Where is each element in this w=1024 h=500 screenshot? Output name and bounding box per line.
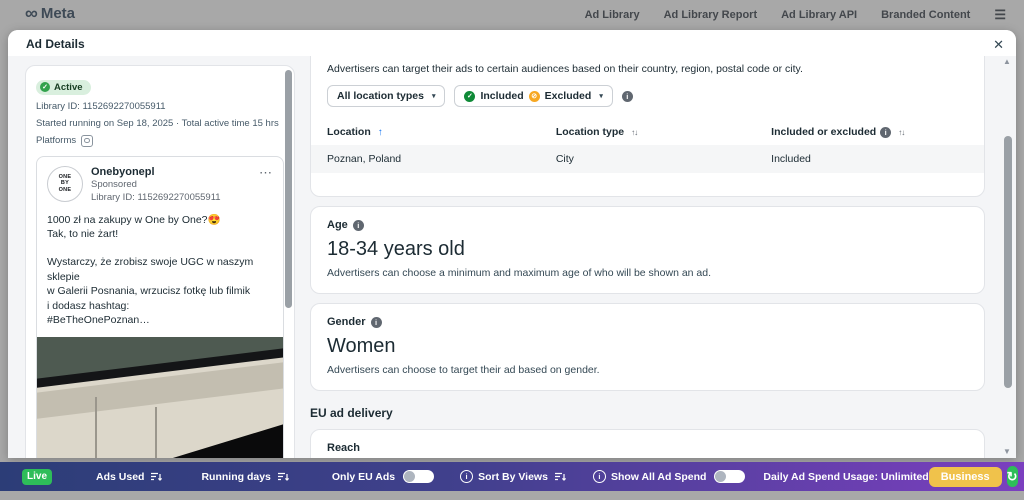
info-icon: i [460, 470, 474, 483]
sort-asc-icon: ↑ [377, 126, 383, 138]
age-section: Age i 18-34 years old Advertisers can ch… [310, 206, 985, 295]
col-location-type[interactable]: Location type ↑↓ [555, 126, 638, 138]
ad-summary-panel: ✓ Active Library ID: 1152692270055911 St… [25, 65, 295, 458]
cell-location: Poznan, Poland [327, 153, 402, 165]
sort-filter-icon[interactable] [277, 471, 290, 483]
info-icon[interactable]: i [880, 126, 892, 138]
gender-description: Advertisers can choose to target their a… [327, 364, 600, 377]
advertiser-avatar[interactable]: ONE BY ONE [47, 165, 83, 202]
excluded-icon: ⊘ [528, 90, 540, 102]
age-value: 18-34 years old [327, 238, 465, 260]
nav-ad-library[interactable]: Ad Library [584, 8, 640, 21]
status-label: Active [54, 81, 83, 93]
daily-ad-spend-usage: Daily Ad Spend Usage: Unlimited [763, 470, 929, 483]
cell-included: Included [771, 153, 811, 165]
location-type-dropdown[interactable]: All location types ▾ [327, 85, 446, 107]
info-icon[interactable]: i [352, 219, 364, 231]
meta-logo[interactable]: ∞ Meta [25, 4, 75, 22]
age-description: Advertisers can choose a minimum and max… [327, 267, 712, 279]
col-location[interactable]: Location ↑ [327, 126, 383, 138]
meta-brand-text: Meta [40, 4, 76, 22]
included-excluded-dropdown[interactable]: ✓ Included ⊘ Excluded ▾ [454, 85, 613, 107]
left-panel-scrollbar[interactable]: ▼ [285, 70, 292, 458]
sort-by-views-label[interactable]: Sort By Views [478, 470, 548, 483]
info-icon: i [592, 470, 606, 483]
targeting-panel: Advertisers can target their ads to cert… [310, 56, 985, 458]
top-nav-links: Ad Library Ad Library Report Ad Library … [585, 8, 1006, 21]
only-eu-ads-label: Only EU Ads [331, 470, 396, 483]
library-id-text: Library ID: 1152692270055911 [36, 100, 166, 112]
gender-section: Gender i Women Advertisers can choose to… [310, 303, 985, 392]
scroll-up-icon[interactable]: ▲ [1003, 57, 1011, 66]
ad-preview-card: ONE BY ONE Onebyonepl Sponsored Library … [36, 155, 284, 458]
reach-section: Reach 2,062 The number of Accounts Cente… [310, 429, 985, 458]
more-options-icon[interactable]: ⋯ [259, 164, 273, 180]
scrollbar-thumb[interactable] [1004, 136, 1012, 388]
eu-ad-delivery-heading: EU ad delivery [310, 406, 393, 421]
nav-branded-content[interactable]: Branded Content [881, 8, 971, 21]
platforms-label: Platforms [36, 135, 77, 146]
included-check-icon: ✓ [464, 90, 476, 102]
show-all-ad-spend-label: Show All Ad Spend [610, 470, 707, 483]
age-label: Age [327, 219, 348, 231]
only-eu-ads-toggle[interactable] [403, 470, 435, 483]
sort-filter-icon[interactable] [150, 471, 163, 483]
chevron-down-icon: ▾ [431, 93, 436, 100]
show-all-ad-spend-toggle[interactable] [714, 470, 746, 483]
runtime-text: Started running on Sep 18, 2025 · Total … [36, 117, 279, 129]
scrollbar-thumb[interactable] [285, 70, 292, 308]
filter-bar: Live − 1 + Ads Used − 1 + Running days O… [0, 462, 1024, 491]
ad-body-text: 1000 zł na zakupy w One by One?😍 Tak, to… [47, 213, 254, 327]
advertiser-name[interactable]: Onebyonepl [91, 165, 155, 178]
ad-creative-image[interactable]: NE BY [37, 336, 283, 458]
gender-value: Women [327, 335, 396, 358]
business-button[interactable]: Business [928, 466, 1002, 487]
gender-label: Gender [327, 316, 366, 329]
live-badge[interactable]: Live [22, 468, 53, 485]
sponsored-label: Sponsored [91, 179, 137, 190]
close-icon[interactable]: ✕ [993, 37, 1004, 52]
col-included-excluded[interactable]: Included or excluded i ↑↓ [771, 126, 905, 138]
top-nav-bar: ∞ Meta Ad Library Ad Library Report Ad L… [0, 0, 1024, 30]
location-table: Location ↑ Location type ↑↓ Included or ex… [311, 119, 984, 196]
location-section: Advertisers can target their ads to cert… [310, 56, 985, 197]
cell-location-type: City [555, 153, 574, 165]
table-row[interactable]: Poznan, Poland City Included [311, 145, 984, 173]
ads-used-label: Ads Used [96, 470, 145, 483]
refresh-icon: ↻ [1006, 468, 1018, 484]
nav-ad-library-api[interactable]: Ad Library API [781, 8, 858, 21]
page-title: Ad Details [26, 37, 85, 51]
modal-scrollbar[interactable]: ▲ ▼ [1003, 57, 1012, 456]
store-sign-black-band: NE BY [37, 420, 283, 458]
refresh-button[interactable]: ↻ [1006, 466, 1018, 487]
reach-label: Reach [327, 442, 361, 455]
scroll-down-icon[interactable]: ▼ [1003, 447, 1011, 456]
chevron-down-icon: ▾ [599, 93, 603, 100]
nav-ad-library-report[interactable]: Ad Library Report [663, 8, 758, 21]
running-days-label: Running days [201, 470, 271, 483]
check-circle-icon: ✓ [40, 82, 50, 92]
sort-filter-icon[interactable] [554, 471, 567, 483]
modal-body: ✓ Active Library ID: 1152692270055911 St… [8, 56, 1016, 458]
sort-icon: ↑↓ [631, 127, 638, 137]
location-description: Advertisers can target their ads to cert… [327, 63, 803, 75]
instagram-icon [81, 134, 94, 147]
sort-icon: ↑↓ [898, 127, 905, 137]
table-header-row: Location ↑ Location type ↑↓ Included or ex… [311, 119, 984, 145]
modal-header: Ad Details ✕ [8, 30, 1016, 56]
meta-infinity-icon: ∞ [25, 3, 38, 23]
status-badge: ✓ Active [36, 79, 91, 95]
info-icon[interactable]: i [621, 90, 633, 102]
ad-details-modal: Ad Details ✕ ✓ Active Library ID: 115269… [8, 30, 1016, 458]
card-library-id: Library ID: 1152692270055911 [91, 191, 221, 203]
hamburger-menu-icon[interactable]: ☰ [994, 7, 1006, 22]
info-icon[interactable]: i [370, 316, 382, 328]
